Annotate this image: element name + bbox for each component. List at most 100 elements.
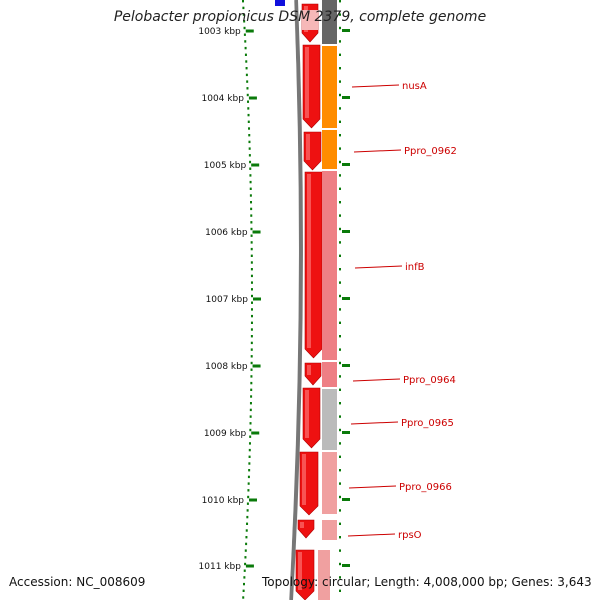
- tick-dot: [243, 576, 246, 579]
- major-tick: [342, 564, 350, 567]
- tick-dot: [339, 509, 341, 512]
- backbone-line: [289, 0, 303, 600]
- tick-dot: [247, 107, 250, 110]
- tick-dot: [339, 268, 341, 271]
- tick-dot: [248, 442, 251, 445]
- major-tick: [342, 431, 350, 434]
- tick-dot: [339, 281, 341, 284]
- tick-dot: [250, 308, 253, 311]
- tick-dot: [244, 53, 247, 56]
- tick-dot: [250, 341, 253, 345]
- tick-dot: [339, 67, 341, 70]
- cog-block: [322, 520, 337, 540]
- tick-dot: [339, 254, 341, 257]
- tick-dot: [250, 294, 253, 298]
- tick-dot: [250, 274, 253, 278]
- tick-dot: [250, 227, 253, 231]
- backbone-highlight: [288, 0, 299, 600]
- tick-dot: [242, 582, 245, 586]
- tick-dot: [246, 522, 249, 525]
- major-tick: [342, 297, 350, 300]
- gene-label: Ppro_0964: [403, 375, 456, 386]
- tick-dot: [339, 120, 341, 123]
- accession-label: Accession: NC_008609: [9, 575, 146, 589]
- tick-dot: [250, 281, 253, 284]
- tick-dot: [242, 6, 245, 10]
- tick-dot: [247, 482, 250, 485]
- scale-label: 1003 kbp: [198, 27, 241, 37]
- tick-dot: [243, 20, 246, 23]
- tick-dot: [250, 221, 253, 224]
- tick-dot: [339, 455, 341, 458]
- tick-dot: [339, 321, 341, 324]
- genome-backbone: [288, 0, 303, 600]
- cog-block: [322, 46, 337, 128]
- map-title: Pelobacter propionicus DSM 2379, complet…: [113, 9, 487, 25]
- tick-dot: [244, 556, 247, 559]
- tick-dot: [246, 87, 249, 90]
- tick-dot: [250, 261, 253, 264]
- tick-dot: [248, 455, 251, 458]
- leader-line: [352, 378, 401, 382]
- tick-dot: [250, 361, 253, 365]
- tick-dot: [339, 13, 341, 16]
- tick-dot: [249, 180, 252, 184]
- tick-dot: [248, 147, 251, 150]
- tick-dot: [248, 140, 251, 144]
- tick-dot: [339, 174, 341, 177]
- cog-block: [318, 550, 330, 600]
- tick-dot: [339, 294, 341, 298]
- tick-dot: [339, 589, 341, 592]
- tick-dot: [339, 469, 341, 472]
- leader-line: [353, 149, 402, 153]
- cog-block: [322, 362, 337, 387]
- major-tick: [342, 96, 350, 99]
- tick-dot: [244, 40, 247, 43]
- gene-arrow-shine: [307, 174, 311, 348]
- tick-dot: [250, 328, 253, 331]
- tick-dot: [249, 422, 252, 425]
- tick-dot: [245, 529, 248, 532]
- tick-dot: [249, 194, 252, 197]
- tick-dot: [249, 167, 252, 170]
- tick-dot: [245, 542, 248, 546]
- tick-dot: [339, 214, 341, 217]
- tick-dot: [339, 134, 341, 137]
- tick-dot: [242, 13, 245, 16]
- scale-label: 1004 kbp: [202, 94, 245, 104]
- tick-dot: [339, 522, 341, 525]
- leader-line: [347, 533, 396, 537]
- tick-dot: [339, 375, 341, 378]
- tick-dot: [339, 40, 341, 43]
- tick-dot: [339, 53, 341, 56]
- major-tick: [342, 29, 350, 32]
- cog-block: [322, 452, 337, 514]
- tick-dot: [339, 201, 341, 204]
- gene-arrow-shine: [302, 454, 306, 505]
- scale-label: 1006 kbp: [205, 228, 248, 238]
- tick-dot: [248, 127, 251, 130]
- tick-dot: [244, 562, 247, 566]
- major-tick: [251, 431, 260, 435]
- tick-dot: [249, 408, 252, 412]
- tick-dot: [247, 495, 250, 499]
- tick-dot: [339, 26, 341, 30]
- tick-dot: [249, 174, 252, 177]
- leader-line: [350, 421, 399, 425]
- major-tick: [342, 364, 350, 367]
- gene-arrow-blue: [275, 0, 285, 6]
- gene-label: infB: [405, 262, 425, 273]
- tick-dot: [246, 515, 249, 519]
- tick-dot: [246, 502, 249, 505]
- tick-dot: [339, 80, 341, 83]
- major-tick: [248, 96, 257, 100]
- leader-line: [348, 485, 397, 489]
- tick-dot: [247, 489, 250, 492]
- tick-dot: [250, 388, 253, 391]
- tick-dot: [247, 100, 250, 103]
- gene-label: Ppro_0965: [401, 418, 454, 429]
- tick-dot: [250, 254, 253, 257]
- tick-dot: [245, 73, 248, 77]
- cog-block: [322, 0, 337, 44]
- gene-arrow-shine: [298, 552, 302, 590]
